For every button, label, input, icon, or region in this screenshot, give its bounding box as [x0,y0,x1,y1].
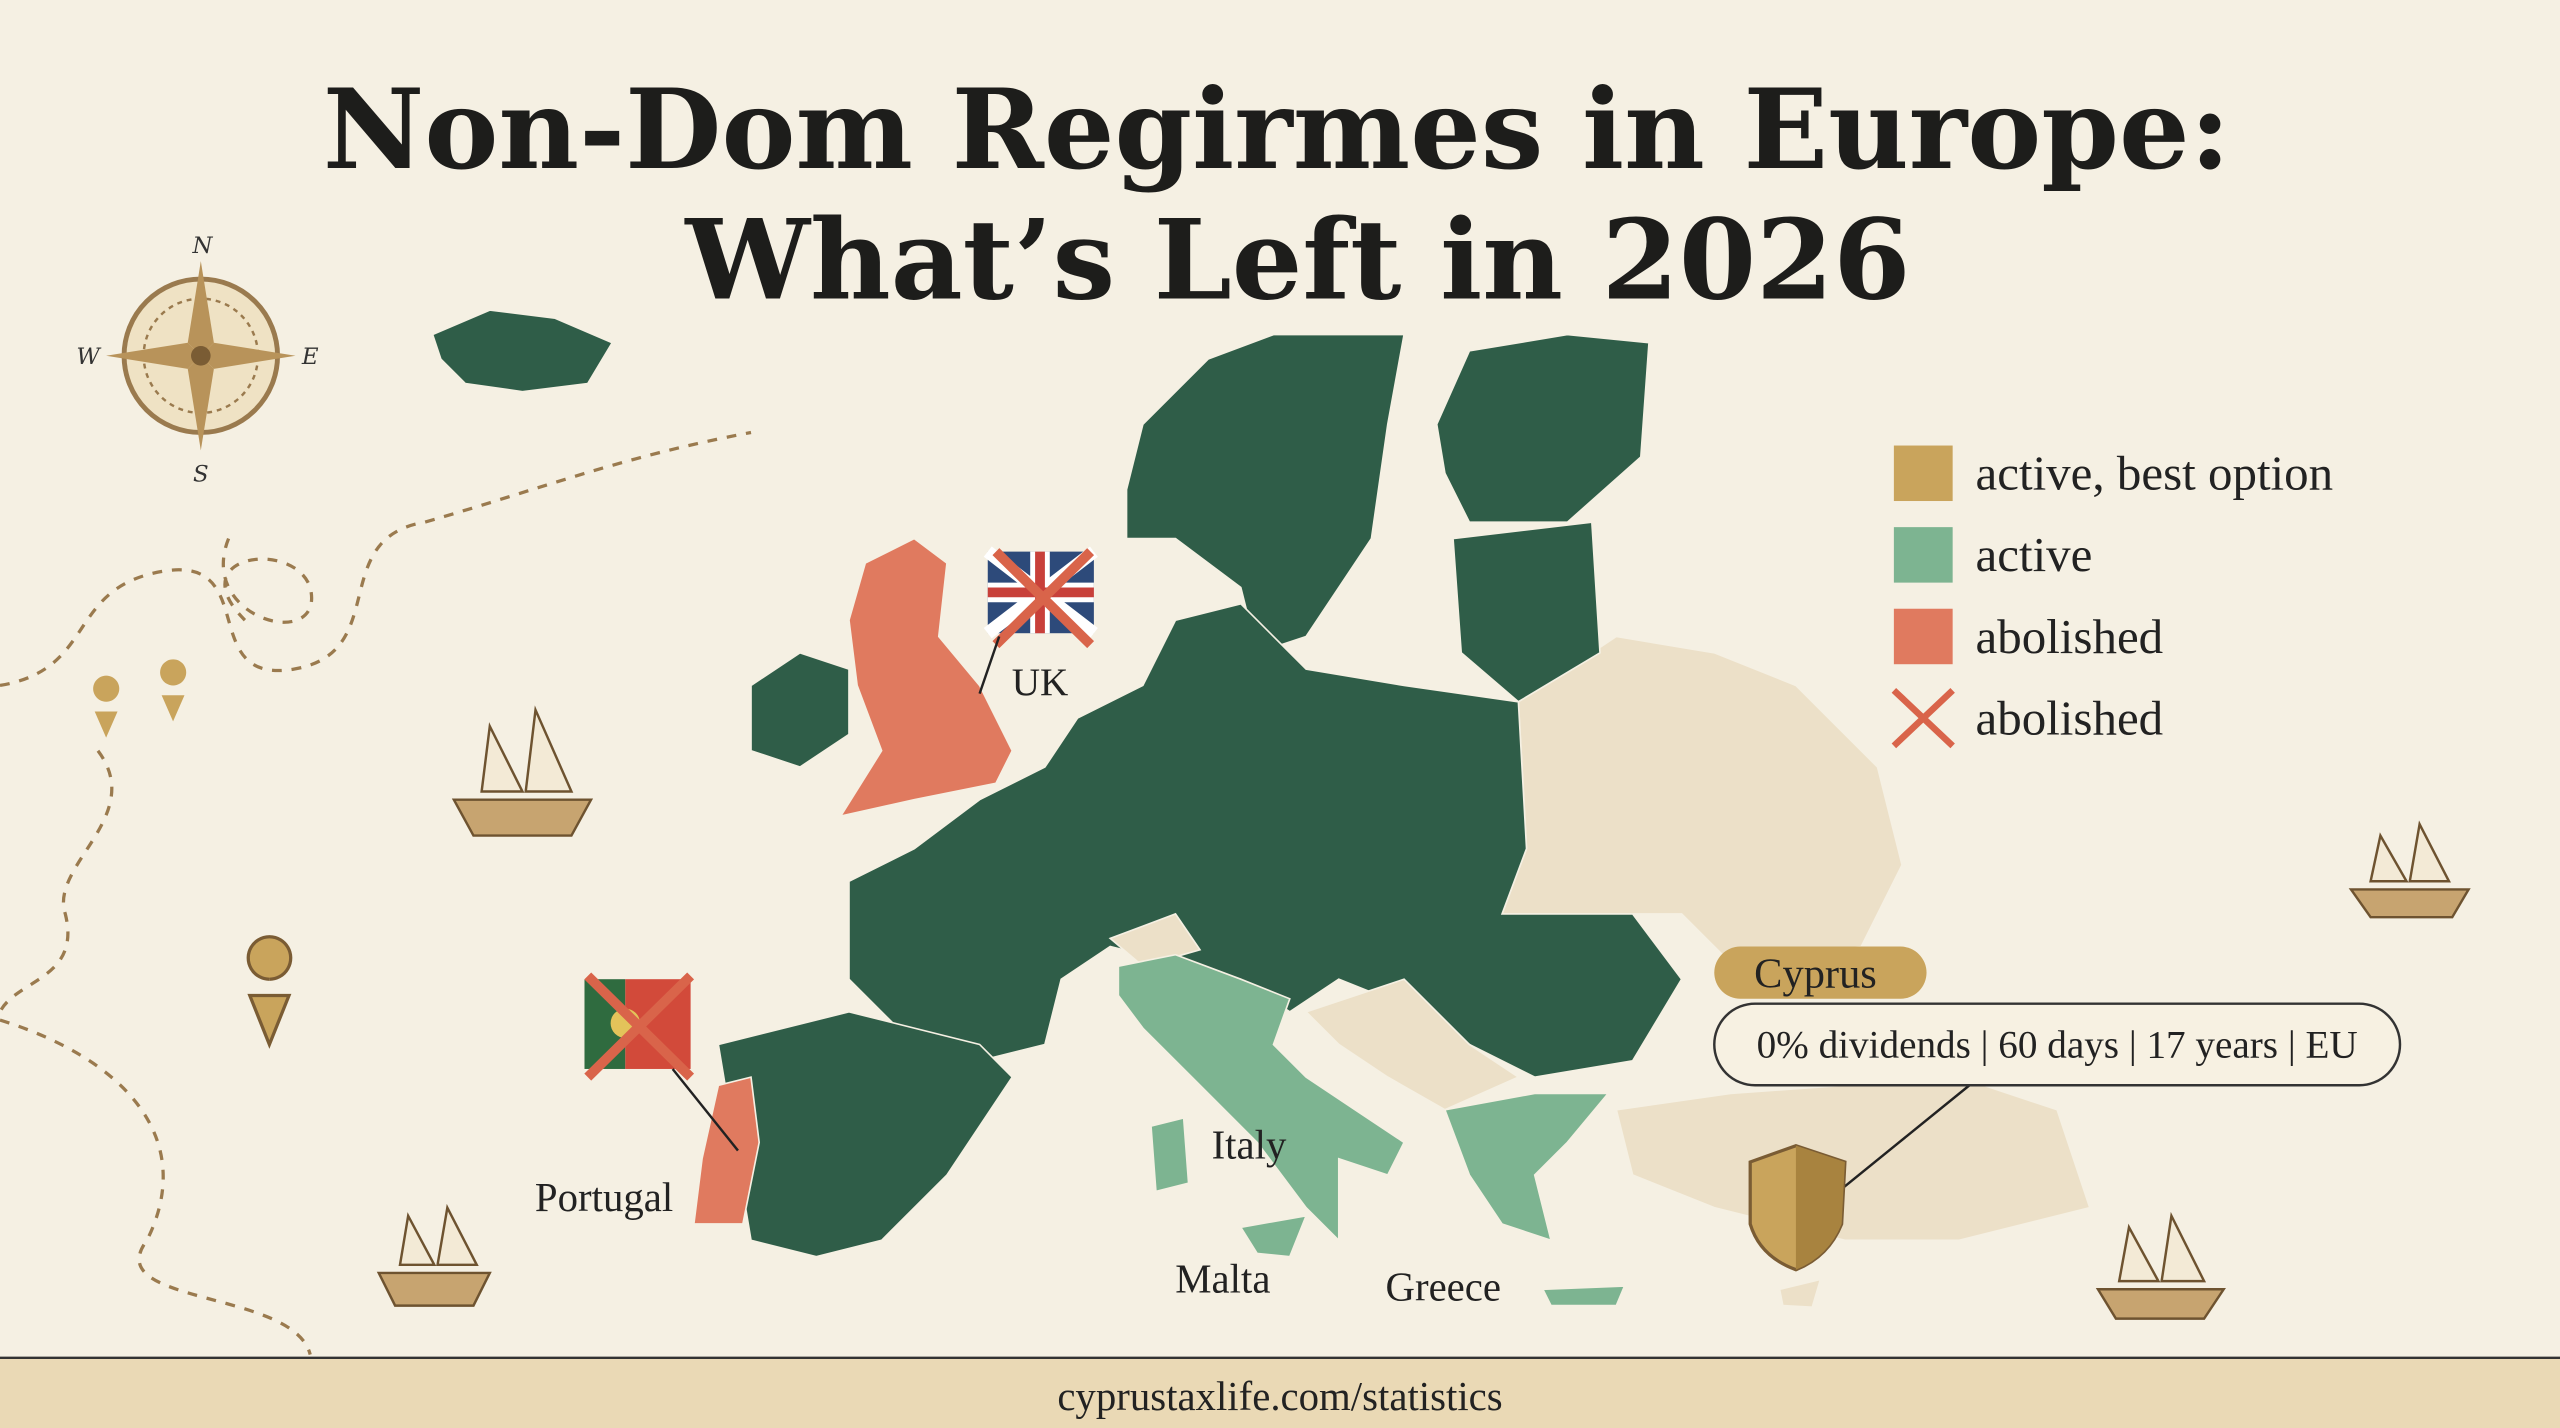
ship-sail [480,705,574,793]
uk-flag [978,546,1098,694]
legend-label: active, best option [1976,446,2334,501]
country [1125,333,1406,654]
compass-letter: E [301,344,319,370]
country [848,602,1683,1078]
callout-title: Cyprus [1754,950,1877,997]
pin [160,659,187,722]
legend-label: active [1976,527,2093,582]
country-label: Italy [1212,1123,1287,1168]
compass: N W E S [76,233,318,487]
cyprus-island [1778,1278,1822,1309]
country-greece [1443,1092,1610,1242]
country [431,309,614,393]
abolished-mark [584,972,695,1081]
legend-label: abolished [1976,690,2164,745]
leader-line [671,1068,739,1152]
country-label: Greece [1386,1265,1502,1310]
legend-icon [1891,687,1955,749]
legend-swatch [1893,527,1953,583]
country [750,651,850,768]
ship-hull [2348,888,2471,919]
route [221,537,314,624]
ship-sail [2369,820,2451,883]
country-label: UK [1012,661,1069,704]
legend-swatch [1893,445,1953,502]
ship [2348,820,2471,919]
ship-sail [2117,1211,2207,1283]
callout-details: 0% dividends | 60 days | 17 years | EU [1757,1024,2358,1067]
legend-swatch [1893,608,1953,665]
pin [93,675,120,738]
crete [1541,1285,1626,1307]
country-portugal [692,1076,761,1225]
footer-url: cyprustaxlife.com/statistics [1057,1374,1502,1419]
country-label: Portugal [535,1175,673,1220]
sardinia [1150,1116,1190,1193]
country-italy [1117,953,1406,1243]
ship-sail [398,1203,479,1267]
callout-box [1713,1002,2402,1087]
ship-hull [2095,1288,2226,1320]
compass-point [200,342,296,369]
compass-letter: W [76,344,102,370]
ship [376,1203,492,1307]
country [1435,333,1650,524]
pin [246,935,293,1049]
title: Non-Dom Regirmes in Europe: [323,65,2231,195]
ship [2095,1211,2226,1320]
country-label: Malta [1175,1257,1270,1302]
route [0,430,752,688]
ship [451,705,594,837]
compass-point [187,355,214,451]
ship-hull [451,798,594,837]
compass-point [106,342,201,369]
compass-letter: S [193,461,209,487]
callout-tag [1714,946,1927,999]
compass-center [191,345,211,366]
compass-letter: N [191,233,213,259]
legend: active, best option active abolished abolis… [1891,445,2334,749]
legend-label: abolished [1976,609,2164,664]
shield [1795,1145,1845,1270]
region-other [1304,978,1521,1111]
sicily [1239,1214,1308,1258]
title: What’s Left in 2026 [684,196,1910,326]
region-other [1108,912,1202,968]
leader-line [1827,1079,1977,1201]
route [0,749,114,1013]
ship-hull [376,1271,492,1307]
footer-band [0,1357,2560,1428]
map [431,309,2091,1309]
portugal-flag [584,972,739,1152]
leader-line [978,636,1001,694]
country [1452,521,1601,703]
abolished-mark [992,548,1095,649]
country-uk [839,537,1014,818]
compass-point [187,261,214,356]
